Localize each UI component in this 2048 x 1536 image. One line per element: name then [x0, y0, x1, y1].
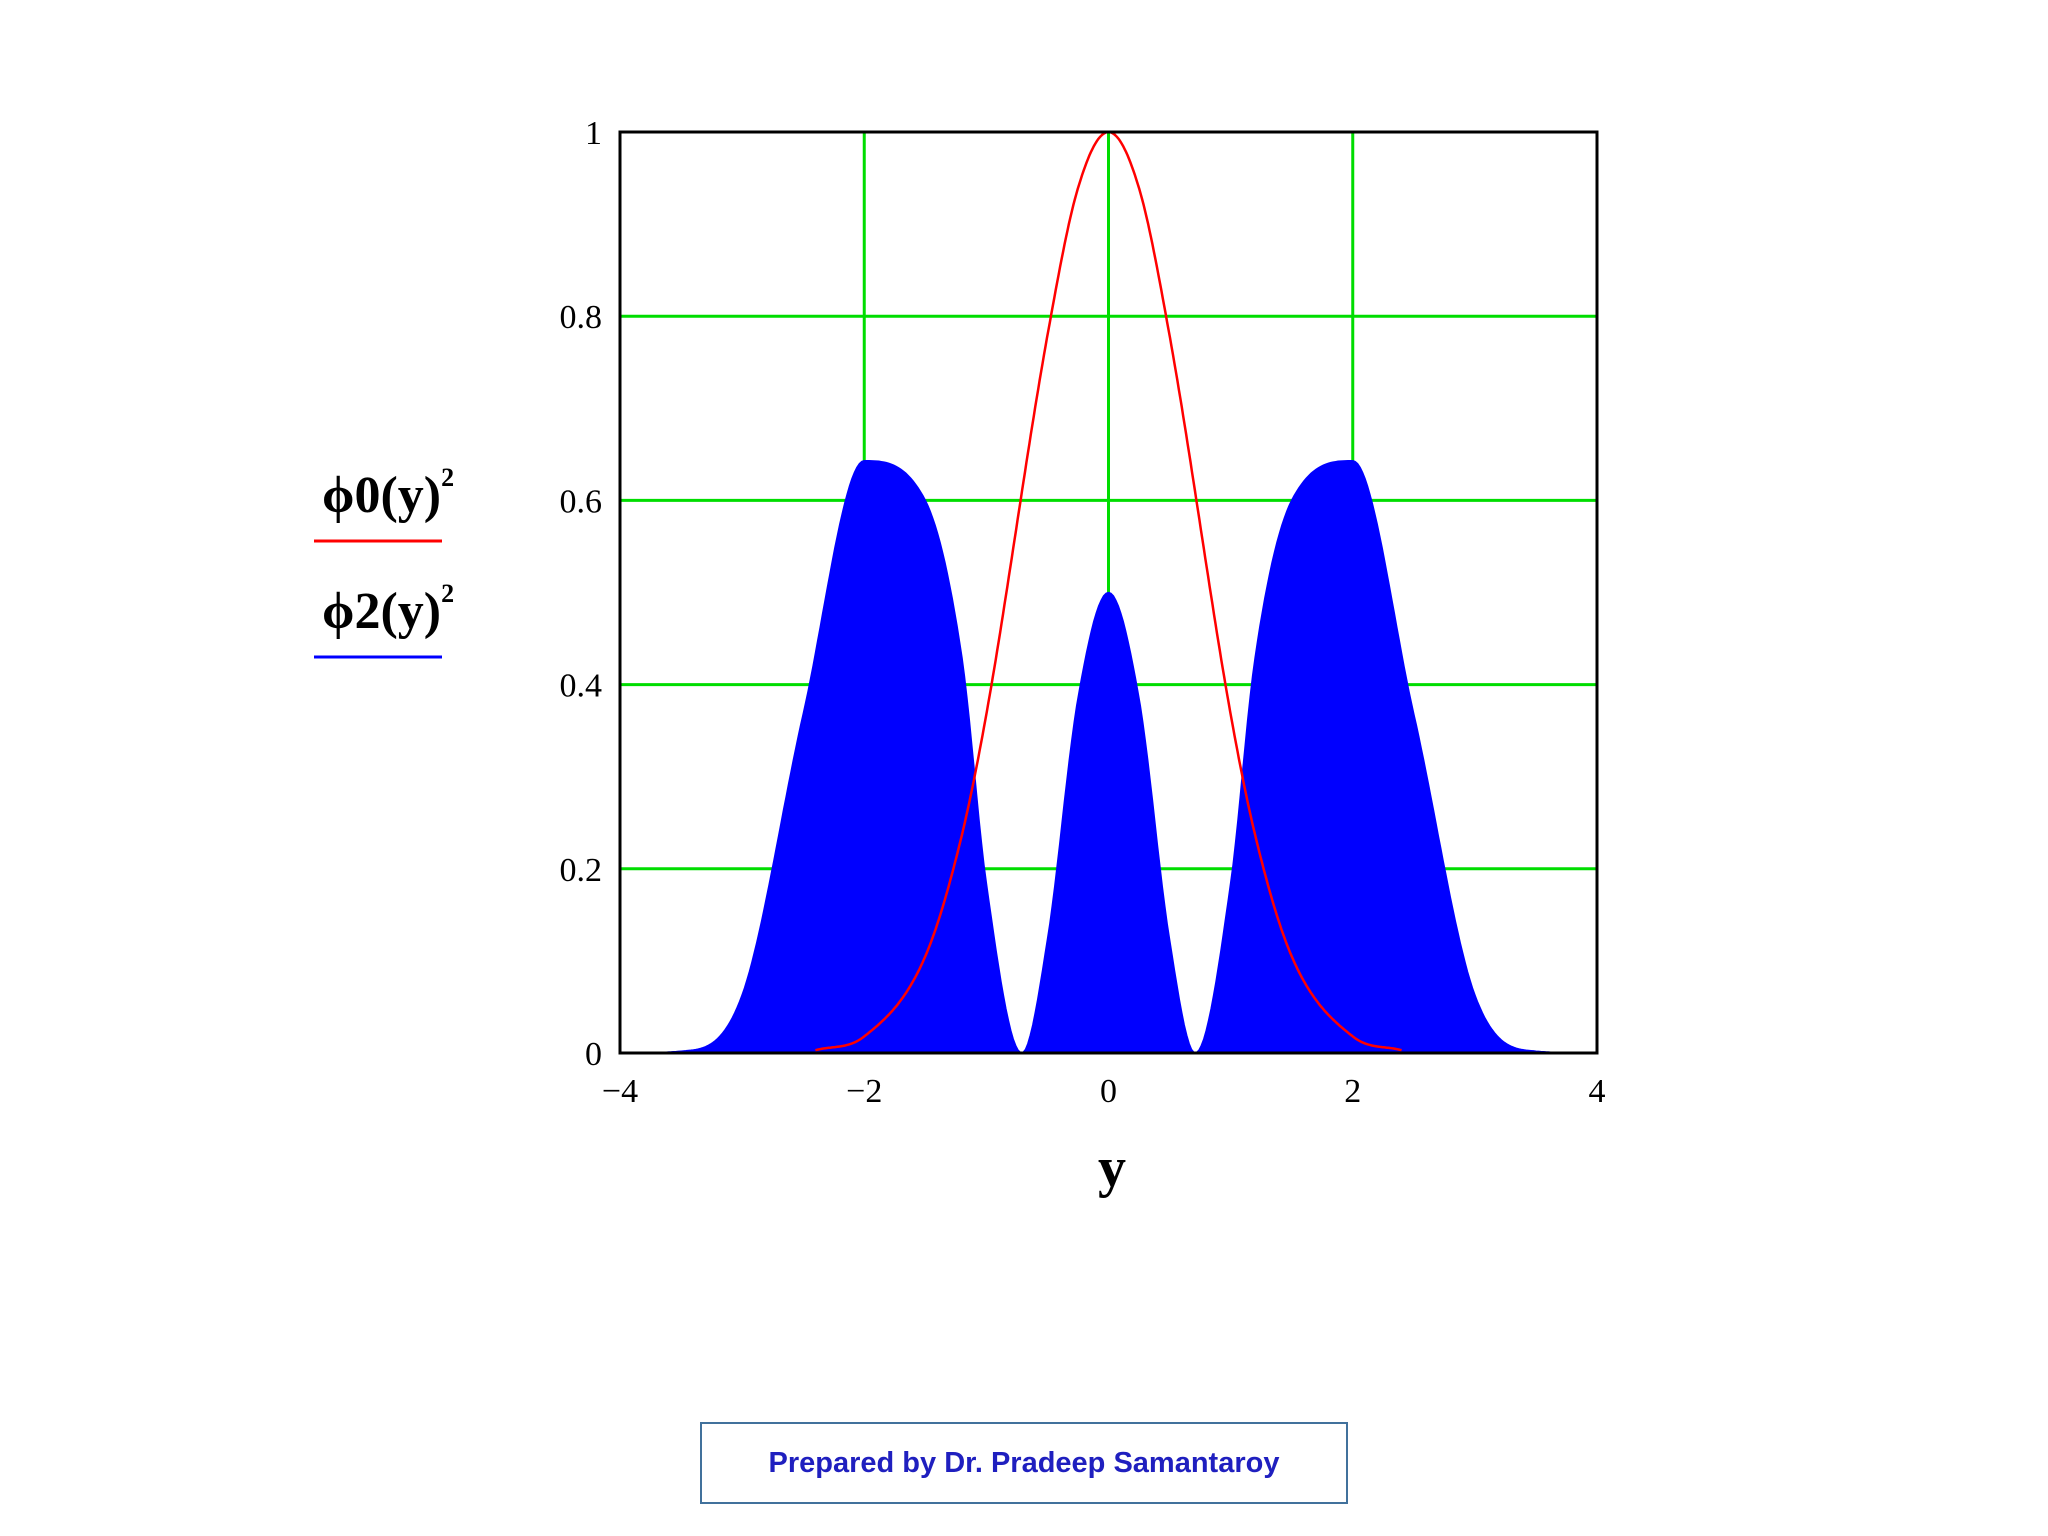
x-tick-label: −2 [846, 1073, 882, 1110]
plot-frame [618, 130, 1599, 1055]
legend-superscript-1: 2 [441, 579, 454, 608]
legend-superscript-0: 2 [441, 463, 454, 492]
legend: ϕ0(y)2 ϕ2(y)2 [314, 463, 454, 659]
tick-labels: −4 −2 0 2 4 0 0.2 0.4 0.6 0.8 1 [560, 115, 1606, 1110]
y-tick-label: 0.4 [560, 668, 603, 705]
x-tick-label: 0 [1100, 1073, 1117, 1110]
footer-credit: Prepared by Dr. Pradeep Samantaroy [768, 1446, 1280, 1479]
legend-label-0: ϕ0(y)2 [322, 463, 454, 524]
x-tick-label: 2 [1344, 1073, 1361, 1110]
y-tick-label: 0 [585, 1036, 602, 1073]
series-area-phi2 [620, 460, 1597, 1054]
x-axis-label: y [1098, 1137, 1126, 1199]
x-tick-label: 4 [1589, 1073, 1606, 1110]
y-tick-label: 0.8 [560, 299, 603, 336]
y-tick-label: 1 [585, 115, 602, 152]
y-tick-label: 0.6 [560, 483, 603, 520]
legend-label-1: ϕ2(y)2 [322, 579, 454, 640]
y-tick-label: 0.2 [560, 852, 603, 889]
x-tick-label: −4 [602, 1073, 638, 1110]
footer-box: Prepared by Dr. Pradeep Samantaroy [700, 1422, 1348, 1504]
